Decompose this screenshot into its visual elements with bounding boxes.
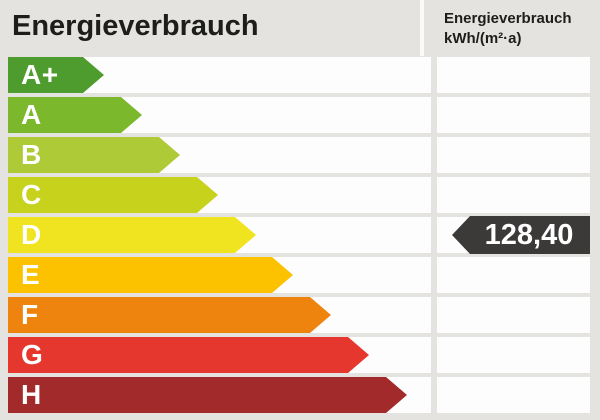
energy-class-label: A+	[21, 59, 59, 90]
row-track-right	[437, 177, 590, 213]
energy-class-arrow: H	[8, 377, 407, 413]
energy-class-arrow: F	[8, 297, 331, 333]
energy-class-row-a: A	[0, 97, 600, 133]
row-track-right	[437, 97, 590, 133]
energy-class-row-c: C	[0, 177, 600, 213]
energy-class-arrow: C	[8, 177, 218, 213]
energy-class-arrow: D	[8, 217, 256, 253]
energy-class-label: D	[21, 219, 42, 250]
energy-class-label: G	[21, 339, 44, 370]
energy-class-arrow: A+	[8, 57, 104, 93]
energy-class-label: F	[21, 299, 39, 330]
row-track-right	[437, 57, 590, 93]
energy-class-label: E	[21, 259, 41, 290]
unit-header-line1: Energieverbrauch	[444, 10, 572, 27]
energy-class-label: A	[21, 99, 42, 130]
energy-class-row-g: G	[0, 337, 600, 373]
row-track-right	[437, 137, 590, 173]
energy-class-row-e: E	[0, 257, 600, 293]
header-divider	[420, 0, 424, 56]
energy-class-label: H	[21, 379, 42, 410]
energy-class-row-d: D 128,40	[0, 216, 600, 254]
page-title: Energieverbrauch	[12, 10, 259, 42]
unit-header: Energieverbrauch kWh/(m²·a)	[444, 9, 572, 49]
value-label: 128,40	[484, 218, 574, 251]
energy-class-row-b: B	[0, 137, 600, 173]
unit-header-line2: kWh/(m²·a)	[444, 30, 522, 47]
energy-class-arrow: B	[8, 137, 180, 173]
energy-class-arrow: E	[8, 257, 293, 293]
energy-class-label: B	[21, 139, 42, 170]
energy-class-arrow: G	[8, 337, 369, 373]
row-track-right	[437, 297, 590, 333]
energy-class-label: C	[21, 179, 42, 210]
energy-class-row-a-plus: A+	[0, 57, 600, 93]
row-track-right	[437, 337, 590, 373]
energy-class-arrow: A	[8, 97, 142, 133]
energy-scale: A+ A B C D	[0, 57, 600, 417]
value-pointer: 128,40	[452, 216, 590, 254]
energy-class-row-f: F	[0, 297, 600, 333]
row-track-right	[437, 377, 590, 413]
energy-class-row-h: H	[0, 377, 600, 413]
row-track-right	[437, 257, 590, 293]
